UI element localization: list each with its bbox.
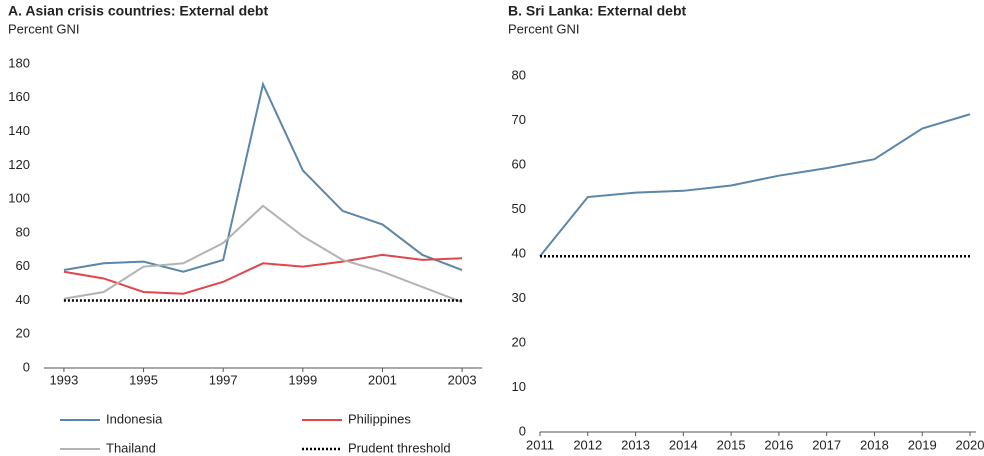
y-tick-label: 0 (23, 359, 30, 374)
series-line (63, 204, 463, 304)
x-tick-label: 1993 (49, 372, 78, 387)
x-tick-label: 2017 (812, 437, 841, 452)
y-tick-label: 0 (519, 423, 526, 438)
legend-label: Prudent threshold (348, 440, 451, 455)
x-tick-label: 1997 (209, 372, 238, 387)
x-tick-label: 2013 (621, 437, 650, 452)
chart-title: A. Asian crisis countries: External debt (8, 3, 268, 19)
series-line (63, 81, 463, 273)
x-tick-label: 2014 (669, 437, 698, 452)
y-tick-label: 30 (512, 290, 526, 305)
y-tick-label: 60 (16, 258, 30, 273)
series-line (63, 253, 463, 295)
y-tick-label: 60 (512, 156, 526, 171)
legend-label: Indonesia (106, 411, 163, 426)
series-line (539, 113, 971, 257)
y-tick-label: 50 (512, 201, 526, 216)
x-tick-label: 2020 (956, 437, 984, 452)
x-tick-label: 2003 (448, 372, 477, 387)
chart-subtitle: Percent GNI (508, 21, 580, 36)
y-tick-label: 20 (16, 326, 30, 341)
x-tick-label: 2018 (860, 437, 889, 452)
y-tick-label: 180 (8, 55, 30, 70)
y-tick-label: 10 (512, 379, 526, 394)
y-tick-label: 40 (512, 245, 526, 260)
chart-title: B. Sri Lanka: External debt (508, 3, 686, 19)
x-tick-label: 2011 (526, 437, 554, 452)
y-tick-label: 80 (16, 224, 30, 239)
x-tick-label: 2001 (368, 372, 397, 387)
y-tick-label: 80 (512, 67, 526, 82)
legend-label: Philippines (348, 411, 411, 426)
y-tick-label: 100 (8, 191, 30, 206)
x-tick-label: 1995 (129, 372, 158, 387)
legend-label: Thailand (106, 440, 156, 455)
x-tick-label: 2019 (908, 437, 937, 452)
x-tick-label: 2015 (717, 437, 746, 452)
y-tick-label: 40 (16, 292, 30, 307)
x-tick-label: 1999 (288, 372, 317, 387)
y-tick-label: 120 (8, 157, 30, 172)
y-tick-label: 20 (512, 334, 526, 349)
y-tick-label: 70 (512, 112, 526, 127)
y-tick-label: 160 (8, 89, 30, 104)
y-tick-label: 140 (8, 123, 30, 138)
chart-subtitle: Percent GNI (8, 21, 80, 36)
x-tick-label: 2016 (764, 437, 793, 452)
x-tick-label: 2012 (573, 437, 602, 452)
